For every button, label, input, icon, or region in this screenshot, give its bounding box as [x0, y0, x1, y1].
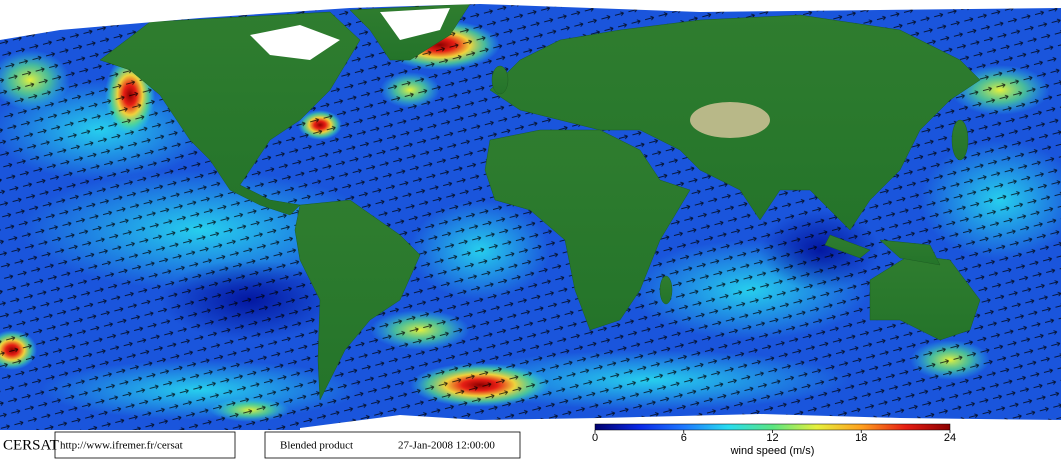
product: Blended product — [280, 440, 353, 452]
colorbar: 0 6 12 18 24 wind speed (m/s) — [592, 423, 956, 457]
land — [99, 3, 981, 401]
brand: CERSAT — [3, 437, 59, 453]
colorbar-bar — [594, 423, 951, 431]
colorbar-tick-label: 12 — [766, 432, 778, 444]
product-box — [264, 431, 521, 459]
colorbar-tick-label: 6 — [681, 432, 687, 444]
url-box — [54, 431, 236, 459]
footer: CERSAT http://www.ifremer.fr/cersat Blen… — [0, 430, 1061, 462]
colorbar-tick-label: 24 — [944, 432, 956, 444]
url: http://www.ifremer.fr/cersat — [60, 440, 183, 452]
colorbar-label: wind speed (m/s) — [730, 445, 815, 457]
date: 27-Jan-2008 12:00:00 — [398, 440, 495, 452]
colorbar-tick-label: 0 — [592, 432, 598, 444]
colorbar-tick-label: 18 — [855, 432, 867, 444]
